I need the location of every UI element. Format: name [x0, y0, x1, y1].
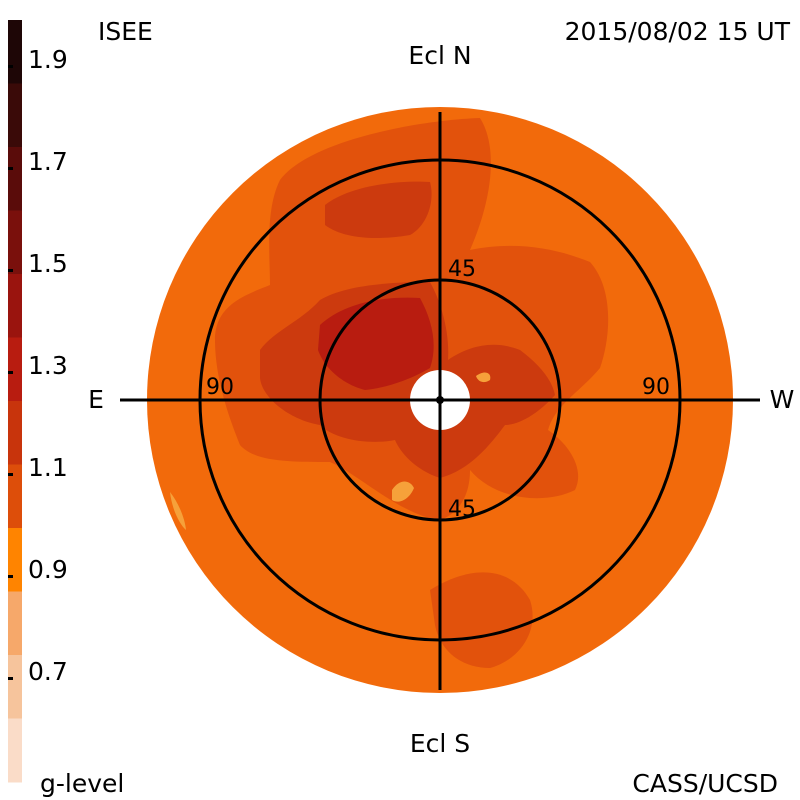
- contour-patch: [325, 181, 432, 238]
- colorbar-tick-label: 1.1: [28, 453, 68, 482]
- colorbar-tick: [8, 473, 13, 476]
- colorbar-band: [8, 337, 22, 402]
- credit-label: CASS/UCSD: [632, 769, 778, 798]
- ring-45-bottom-label: 45: [448, 497, 476, 522]
- source-label: ISEE: [98, 17, 153, 46]
- colorbar-band: [8, 591, 22, 656]
- ecliptic-south-label: Ecl S: [410, 729, 470, 758]
- colorbar-tick: [8, 167, 13, 170]
- colorbar-band: [8, 464, 22, 529]
- contour-patch: [318, 297, 434, 390]
- west-label: W: [770, 385, 795, 414]
- colorbar-title: g-level: [40, 769, 124, 798]
- colorbar-tick-label: 0.7: [28, 657, 68, 686]
- colorbar-band: [8, 147, 22, 211]
- ring-45-top-label: 45: [448, 257, 476, 282]
- contour-patch: [392, 481, 414, 502]
- colorbar-band: [8, 210, 22, 275]
- colorbar-tick: [8, 269, 13, 272]
- ring-90-right-label: 90: [642, 375, 670, 400]
- colorbar-band: [8, 528, 22, 592]
- colorbar-tick-label: 1.7: [28, 147, 68, 176]
- sun-center-dot: [436, 396, 444, 404]
- timestamp: 2015/08/02 15 UT: [565, 17, 791, 46]
- colorbar-tick-label: 1.9: [28, 45, 68, 74]
- colorbar-tick: [8, 677, 13, 680]
- contour-patch: [430, 572, 533, 668]
- colorbar-tick-label: 1.3: [28, 351, 68, 380]
- colorbar-band: [8, 20, 22, 84]
- colorbar-band: [8, 655, 22, 719]
- ring-90-left-label: 90: [206, 375, 234, 400]
- g-level-colorbar: 1.9 1.7 1.5 1.3 1.1 0.9 0.7: [8, 20, 68, 783]
- colorbar-band: [8, 83, 22, 148]
- contour-patch: [476, 372, 491, 383]
- colorbar-band: [8, 718, 22, 783]
- colorbar-band: [8, 274, 22, 338]
- ecliptic-north-label: Ecl N: [408, 41, 471, 70]
- east-label: E: [88, 385, 104, 414]
- colorbar-tick-label: 1.5: [28, 249, 68, 278]
- colorbar-tick: [8, 371, 13, 374]
- contour-patch: [170, 492, 186, 530]
- colorbar-tick: [8, 65, 13, 68]
- colorbar-tick-label: 0.9: [28, 555, 68, 584]
- colorbar-tick: [8, 575, 13, 578]
- colorbar-band: [8, 401, 22, 465]
